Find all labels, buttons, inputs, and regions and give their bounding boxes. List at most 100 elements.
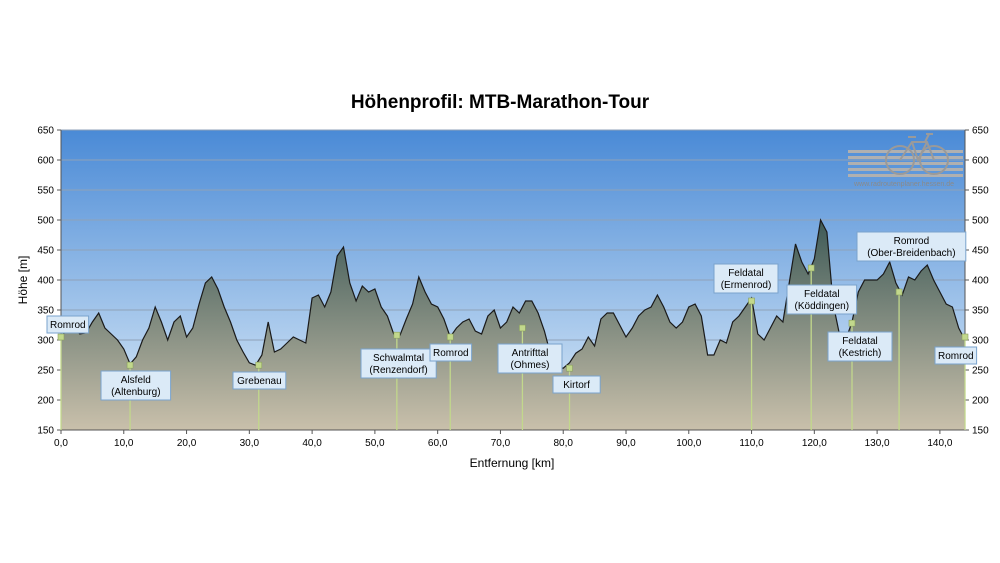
location-text: (Renzendorf) [369,365,427,376]
watermark-logo: www.radroutenplaner.hessen.de [848,133,963,188]
location-label: Feldatal(Köddingen) [786,264,858,430]
location-box [100,370,172,401]
location-text: (Ermenrod) [721,280,772,291]
location-label: Romrod [429,333,473,430]
location-label: Feldatal(Kestrich) [827,319,893,430]
location-text: Kirtorf [563,380,590,391]
terrain-area [61,220,965,430]
location-marker [126,361,134,369]
y-tick-label: 200 [37,396,54,407]
location-box [360,348,437,379]
location-label: Grebenau [232,361,287,430]
location-marker [748,297,755,305]
watermark-url: www.radroutenplaner.hessen.de [853,181,954,188]
location-text: Feldatal [804,289,840,300]
y-tick-label: 500 [37,216,54,227]
x-tick-label: 120,0 [802,438,827,449]
terrain-layer [60,218,966,430]
location-label: Kirtorf [552,364,601,430]
location-text: Grebenau [237,376,281,387]
location-marker [895,288,903,296]
y-tick-label: 400 [37,276,54,287]
x-tick-label: 30,0 [240,438,260,449]
location-marker [848,319,856,327]
location-text: (Altenburg) [111,387,160,398]
location-text: Antrifttal [512,348,549,359]
chart-title: Höhenprofil: MTB-Marathon-Tour [351,92,650,113]
location-box [713,263,779,294]
location-text: (Ohmes) [511,360,550,371]
location-label: Romrod(Ober-Breidenbach) [856,231,967,430]
y-tick-label-right: 300 [972,336,989,347]
y-tick-label-right: 200 [972,396,989,407]
location-label: Feldatal(Ermenrod) [713,263,779,430]
y-tick-label-right: 650 [972,126,989,137]
location-marker [807,264,815,272]
x-tick-label: 100,0 [676,438,701,449]
location-text: (Kestrich) [839,348,882,359]
y-tick-label: 150 [37,426,54,437]
x-tick-label: 140,0 [927,438,952,449]
location-label: Schwalmtal(Renzendorf) [360,331,437,430]
y-tick-label: 300 [37,336,54,347]
y-tick-label-right: 600 [972,156,989,167]
x-axis-label: Entfernung [km] [470,456,555,470]
location-text: Romrod [50,320,86,331]
x-tick-label: 80,0 [553,438,573,449]
location-marker [57,333,65,341]
y-axis-label: Höhe [m] [16,256,30,305]
y-tick-label-right: 450 [972,246,989,257]
y-tick-label-right: 350 [972,306,989,317]
location-text: Romrod [894,236,930,247]
y-tick-label: 250 [37,366,54,377]
location-label: Romrod [934,333,978,430]
location-labels: Romrod Alsfeld(Altenburg) Grebenau Schwalmt… [46,231,978,430]
location-label: Alsfeld(Altenburg) [100,361,172,430]
location-text: Feldatal [842,336,878,347]
x-tick-label: 110,0 [739,438,764,449]
location-text: Romrod [938,351,974,362]
x-tick-label: 10,0 [114,438,134,449]
x-tick-label: 40,0 [302,438,322,449]
location-label: Romrod [46,315,90,430]
y-tick-label-right: 250 [972,366,989,377]
location-marker [519,324,526,332]
location-marker [566,364,573,372]
location-text: (Ober-Breidenbach) [867,248,955,259]
x-tick-label: 90,0 [616,438,636,449]
location-box [786,284,858,315]
location-text: Feldatal [728,268,764,279]
x-tick-label: 50,0 [365,438,385,449]
location-box [232,371,287,390]
location-marker [446,333,454,341]
x-tick-label: 60,0 [428,438,448,449]
y-tick-label: 550 [37,186,54,197]
y-tick-label-right: 400 [972,276,989,287]
y-tick-label-right: 150 [972,426,989,437]
y-tick-label-right: 500 [972,216,989,227]
location-text: Romrod [433,348,469,359]
location-marker [393,331,401,339]
y-tick-label: 650 [37,126,54,137]
x-tick-label: 0,0 [54,438,68,449]
y-tick-label-right: 550 [972,186,989,197]
location-box [934,346,978,365]
location-box [552,375,601,394]
location-text: Alsfeld [121,375,151,386]
location-box [429,343,473,362]
location-text: Schwalmtal [373,353,424,364]
location-box [856,231,967,262]
location-box [827,331,893,362]
location-box [497,343,563,374]
x-tick-label: 20,0 [177,438,197,449]
location-text: (Köddingen) [795,301,849,312]
axes: 150 150 200 200 250 250 300 300 350 350 400 400 450 4… [37,126,989,450]
bicycle-icon [885,133,949,175]
location-box [46,315,90,334]
y-tick-label: 600 [37,156,54,167]
x-tick-label: 70,0 [491,438,511,449]
elevation-line [60,218,966,369]
x-tick-label: 130,0 [865,438,890,449]
location-marker [255,361,263,369]
